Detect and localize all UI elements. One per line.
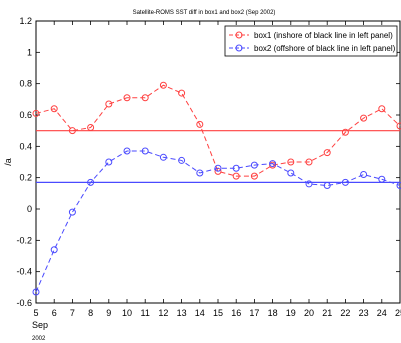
series-1-point xyxy=(250,172,258,180)
series-1-line xyxy=(35,84,401,177)
legend-swatch-marker xyxy=(235,31,243,39)
series-1-point xyxy=(287,158,295,166)
series-1-point xyxy=(232,172,240,180)
x-tick-label: 13 xyxy=(177,308,187,318)
legend-swatch-marker xyxy=(235,44,243,52)
x-tick-label: 10 xyxy=(122,308,132,318)
x-tick-label: 7 xyxy=(70,308,75,318)
series-1-point xyxy=(178,89,186,97)
series-1-point xyxy=(123,94,131,102)
y-tick-label: 0.4 xyxy=(19,141,32,151)
series-2-point xyxy=(269,160,277,168)
legend-label: box1 (inshore of black line in left pane… xyxy=(254,31,393,40)
y-tick-label: -0.2 xyxy=(16,235,32,245)
y-tick-label: 0.2 xyxy=(19,173,32,183)
series-1-point xyxy=(305,158,313,166)
series-1-point xyxy=(50,105,58,113)
x-tick-label: 9 xyxy=(106,308,111,318)
series-2-point xyxy=(123,147,131,155)
x-tick-label: 6 xyxy=(52,308,57,318)
legend-box xyxy=(224,25,398,57)
series-2-point xyxy=(360,171,368,179)
series-2-point xyxy=(232,164,240,172)
series-2-point xyxy=(196,169,204,177)
series-1-point xyxy=(68,127,76,135)
series-1-point xyxy=(396,122,401,130)
x-tick-label: 11 xyxy=(141,308,150,318)
series-1-point xyxy=(105,100,113,108)
x-axis-label: Sep xyxy=(32,320,48,330)
x-tick-label: 18 xyxy=(268,308,278,318)
series-1-point xyxy=(159,81,167,89)
series-2-point xyxy=(378,175,386,183)
legend-label: box2 (offshore of black line in left pan… xyxy=(254,44,396,53)
x-tick-label: 19 xyxy=(286,308,296,318)
x-tick-label: 5 xyxy=(33,308,38,318)
series-1-point xyxy=(141,94,149,102)
series-2-point xyxy=(32,288,40,296)
y-tick-label: 0.6 xyxy=(19,110,32,120)
x-tick-label: 14 xyxy=(195,308,205,318)
series-1-point xyxy=(87,124,95,132)
x-tick-label: 23 xyxy=(359,308,369,318)
x-tick-label: 25 xyxy=(395,308,401,318)
series-2-point xyxy=(50,246,58,254)
series-1-point xyxy=(323,149,331,157)
y-tick-label: 1 xyxy=(27,47,32,57)
x-axis-label-year: 2002 xyxy=(32,336,46,342)
series-2-point xyxy=(396,182,401,189)
series-1-point xyxy=(341,128,349,136)
series-2-point xyxy=(341,178,349,186)
plot-area xyxy=(35,20,401,304)
series-2-point xyxy=(250,161,258,169)
series-2-point xyxy=(159,153,167,161)
x-tick-label: 24 xyxy=(377,308,387,318)
x-tick-label: 16 xyxy=(231,308,241,318)
x-tick-label: 20 xyxy=(304,308,314,318)
y-tick-label: 0 xyxy=(27,204,32,214)
y-tick-label: 1.2 xyxy=(19,16,32,26)
series-2-point xyxy=(305,180,313,188)
series-1-point xyxy=(32,109,40,117)
series-2-point xyxy=(178,156,186,164)
series-2-point xyxy=(105,158,113,166)
x-tick-label: 8 xyxy=(88,308,93,318)
x-tick-label: 22 xyxy=(340,308,350,318)
series-2-point xyxy=(141,147,149,155)
series-2-line xyxy=(35,150,401,293)
y-axis-label: /a xyxy=(3,158,13,166)
y-tick-label: -0.4 xyxy=(16,267,32,277)
series-1-point xyxy=(196,120,204,128)
series-2-point xyxy=(214,164,222,172)
x-tick-label: 15 xyxy=(213,308,223,318)
y-tick-label: 0.8 xyxy=(19,79,32,89)
series-2-point xyxy=(323,182,331,189)
x-tick-label: 12 xyxy=(158,308,168,318)
y-tick-label: -0.6 xyxy=(16,298,32,308)
x-tick-label: 21 xyxy=(322,308,332,318)
legend: box1 (inshore of black line in left pane… xyxy=(224,25,398,57)
series-1-point xyxy=(378,105,386,113)
series-2-point xyxy=(68,208,76,216)
series-1-point xyxy=(360,114,368,122)
x-tick-label: 17 xyxy=(249,308,259,318)
series-2-point xyxy=(287,169,295,177)
chart-title: Satellite-ROMS SST diff in box1 and box2… xyxy=(133,10,276,16)
series-2-point xyxy=(87,178,95,186)
